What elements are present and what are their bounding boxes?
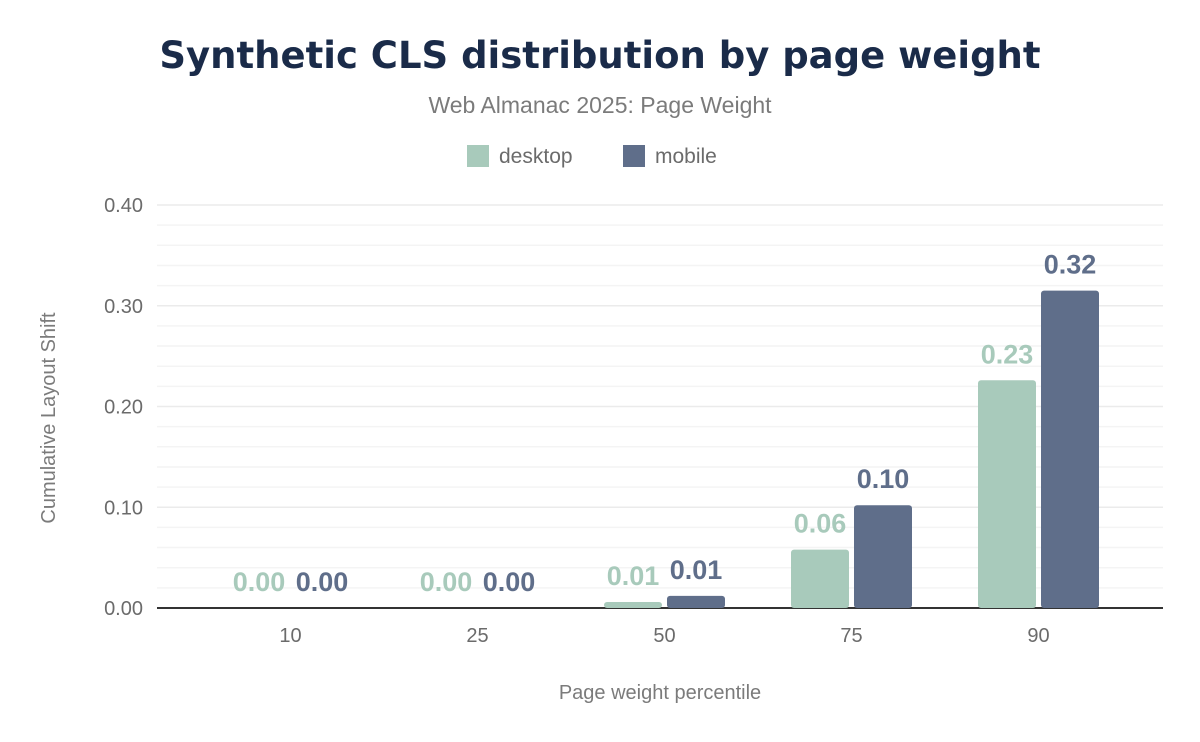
bar-desktop [978,380,1036,608]
legend-label-desktop: desktop [499,145,573,168]
y-tick-label: 0.30 [104,296,143,318]
x-tick-label: 50 [653,625,675,647]
x-tick-label: 10 [279,625,301,647]
y-axis-ticks: 0.00 0.10 0.20 0.30 0.40 [104,195,143,620]
data-label-desktop: 0.00 [233,567,286,597]
gridlines [157,204,1163,609]
data-label-desktop: 0.01 [607,561,660,591]
data-label-mobile: 0.32 [1044,250,1097,280]
legend: desktop mobile [467,145,717,168]
x-tick-label: 75 [840,625,862,647]
legend-swatch-mobile [623,145,645,167]
chart-title: Synthetic CLS distribution by page weigh… [159,34,1040,77]
x-axis-label: Page weight percentile [559,682,761,704]
data-label-mobile: 0.10 [857,464,910,494]
x-tick-label: 90 [1027,625,1049,647]
bar-mobile [667,595,725,608]
y-tick-label: 0.40 [104,195,143,217]
y-axis-label: Cumulative Layout Shift [38,312,60,524]
bar-desktop [604,601,662,608]
data-label-mobile: 0.01 [670,555,723,585]
bar-mobile [1041,290,1099,608]
chart-subtitle: Web Almanac 2025: Page Weight [428,92,772,118]
legend-swatch-desktop [467,145,489,167]
data-label-desktop: 0.23 [981,339,1034,369]
data-label-mobile: 0.00 [296,567,349,597]
y-tick-label: 0.00 [104,598,143,620]
data-label-desktop: 0.06 [794,509,847,539]
bar-desktop [791,549,849,608]
data-label-desktop: 0.00 [420,567,473,597]
y-tick-label: 0.20 [104,397,143,419]
x-axis-ticks: 10 25 50 75 90 [279,625,1049,647]
x-tick-label: 25 [466,625,488,647]
legend-label-mobile: mobile [655,145,717,168]
y-tick-label: 0.10 [104,497,143,519]
bar-mobile [854,505,912,608]
bars: 0.00 0.00 0.00 0.00 0.01 0.01 0.06 0.10 0.23 0.32 [233,250,1099,608]
data-label-mobile: 0.00 [483,567,536,597]
